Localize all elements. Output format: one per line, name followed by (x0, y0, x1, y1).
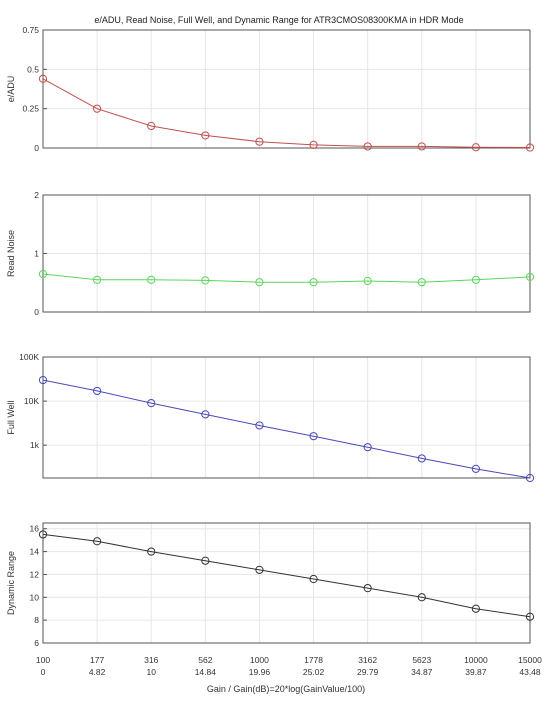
panel-frame (42, 29, 531, 149)
panel-frame (42, 194, 531, 313)
x-tick-label-db: 43.48 (519, 667, 541, 677)
data-point (525, 143, 535, 152)
y-axis-label: Read Noise (6, 230, 16, 277)
data-point (309, 140, 318, 149)
x-tick-label-gain: 10000 (464, 655, 488, 665)
data-point (309, 278, 318, 287)
data-point (363, 276, 372, 286)
data-point (363, 142, 372, 151)
x-tick-label-db: 10 (146, 667, 156, 677)
y-tick-label: 1 (34, 249, 39, 259)
data-point (147, 399, 156, 408)
y-axis-label: Full Well (6, 400, 16, 434)
data-point (525, 272, 535, 281)
x-tick-label-db: 19.96 (249, 667, 271, 677)
y-tick-label: 10 (30, 592, 40, 602)
data-point (201, 410, 210, 419)
y-tick-label: 100K (19, 352, 39, 362)
data-point (471, 604, 480, 613)
data-point (147, 547, 156, 556)
x-axis: 10001774.823161056214.84100019.96177825.… (36, 655, 542, 677)
y-tick-label: 0 (34, 307, 39, 317)
y-tick-label: 10K (24, 396, 39, 406)
x-tick-label-db: 39.87 (465, 667, 487, 677)
y-tick-label: 16 (30, 524, 40, 534)
x-tick-label-db: 4.82 (89, 667, 106, 677)
data-point (93, 386, 102, 396)
x-tick-label-gain: 15000 (518, 655, 542, 665)
x-tick-label-db: 34.87 (411, 667, 433, 677)
x-tick-label-db: 14.84 (195, 667, 217, 677)
y-tick-label: 1k (30, 440, 40, 450)
data-point (93, 104, 102, 113)
data-point (471, 143, 480, 152)
x-tick-label-gain: 3162 (358, 655, 377, 665)
panel-frame (42, 356, 531, 479)
x-tick-label-gain: 5623 (412, 655, 431, 665)
series-line-full-well (42, 379, 531, 479)
data-point (417, 142, 426, 151)
y-axis-label: Dynamic Range (6, 551, 16, 615)
series-line-dynamic-range (42, 533, 531, 618)
series-line-eadu (42, 78, 531, 148)
data-point (417, 454, 426, 463)
y-tick-label: 0.75 (22, 25, 39, 35)
y-tick-label: 2 (34, 190, 39, 200)
x-tick-label-db: 0 (41, 667, 46, 677)
chart-title: e/ADU, Read Noise, Full Well, and Dynami… (94, 15, 463, 25)
data-point (417, 278, 426, 287)
x-tick-label-db: 25.02 (303, 667, 325, 677)
data-point (255, 421, 264, 430)
x-tick-label-gain: 1000 (250, 655, 269, 665)
data-point (471, 275, 480, 284)
panel-frame (42, 522, 531, 644)
data-point (201, 276, 210, 285)
y-tick-label: 0 (34, 143, 39, 153)
panel-eadu: 0 0.25 0.5 0.75 e/ADU (6, 25, 535, 153)
data-point (363, 443, 372, 452)
y-tick-label: 0.5 (27, 64, 39, 74)
data-point (147, 121, 156, 131)
y-tick-label: 0.25 (22, 104, 39, 114)
data-point (38, 530, 48, 539)
y-tick-label: 6 (34, 638, 39, 648)
x-tick-label-gain: 1778 (304, 655, 323, 665)
y-tick-label: 12 (30, 569, 40, 579)
data-point (38, 74, 48, 83)
data-point (309, 574, 318, 584)
x-tick-label-gain: 316 (144, 655, 158, 665)
data-point (363, 584, 372, 593)
data-point (525, 612, 535, 621)
data-point (201, 556, 210, 565)
data-point (255, 137, 264, 146)
panel-read-noise: 0 1 2 Read Noise (6, 190, 535, 317)
y-tick-label: 14 (30, 547, 40, 557)
x-tick-label-gain: 177 (90, 655, 104, 665)
data-point (309, 432, 318, 441)
data-point (38, 269, 48, 279)
panel-dynamic-range: 6 8 10 12 14 16 Dynamic Range (6, 522, 535, 648)
data-point (93, 275, 102, 284)
data-point (255, 565, 264, 574)
y-tick-label: 8 (34, 615, 39, 625)
panel-full-well: 1k 10K 100K Full Well (6, 352, 535, 483)
x-axis-label: Gain / Gain(dB)=20*log(GainValue/100) (207, 684, 365, 694)
data-point (471, 464, 480, 473)
data-point (525, 473, 535, 483)
x-tick-label-gain: 100 (36, 655, 50, 665)
data-point (417, 593, 426, 602)
series-line-read-noise (42, 273, 531, 283)
data-point (38, 375, 48, 385)
x-tick-label-gain: 562 (198, 655, 212, 665)
data-point (147, 275, 156, 284)
data-point (201, 131, 210, 140)
y-axis-label: e/ADU (6, 76, 16, 103)
data-point (93, 537, 102, 546)
data-point (255, 278, 264, 287)
x-tick-label-db: 29.79 (357, 667, 379, 677)
